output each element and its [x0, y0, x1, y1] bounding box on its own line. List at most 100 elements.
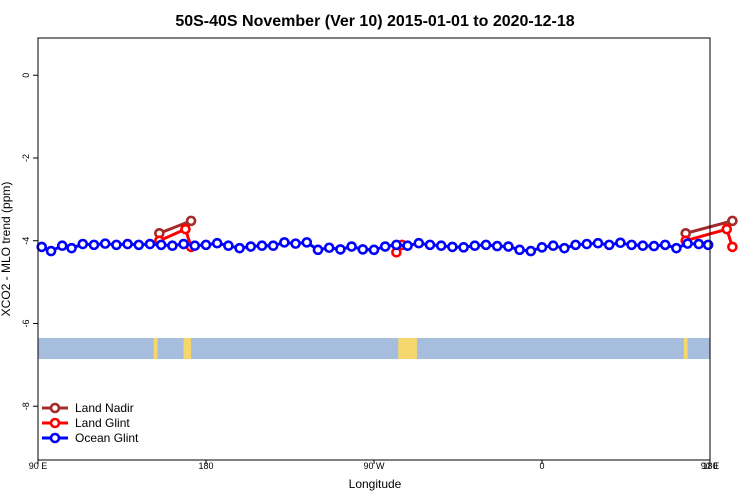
ocean-glint-point	[301, 237, 313, 248]
ocean-glint-point	[702, 239, 714, 251]
land-patch	[153, 337, 158, 360]
ocean-glint-point	[469, 240, 481, 251]
ocean-glint-point	[133, 239, 145, 251]
land-nadir-point	[727, 215, 738, 227]
x-tick-label: 0	[539, 461, 544, 471]
land-mask-band	[38, 337, 710, 360]
ocean-glint-point	[435, 240, 447, 251]
y-tick-label: -2	[21, 154, 31, 162]
ocean-glint-point	[491, 240, 503, 252]
ocean-glint-point	[514, 244, 525, 256]
x-tick-label: 180	[198, 461, 213, 471]
ocean-glint-point	[424, 239, 436, 251]
land-nadir-line	[685, 219, 733, 235]
chart-title: 50S-40S November (Ver 10) 2015-01-01 to …	[175, 13, 574, 30]
ocean-glint-point	[178, 238, 189, 250]
ocean-glint-point	[659, 239, 671, 251]
ocean-glint-point	[693, 238, 705, 250]
ocean-glint-point	[223, 240, 234, 251]
ocean-glint-point	[570, 239, 581, 251]
y-tick-label: -8	[21, 402, 31, 410]
y-tick-label: -6	[21, 319, 31, 327]
ocean-glint-point	[167, 240, 178, 251]
ocean-glint-point	[234, 242, 245, 254]
ocean-glint-point	[155, 239, 167, 251]
ocean-glint-point	[211, 237, 223, 249]
legend-label-ocean-glint: Ocean Glint	[75, 431, 139, 445]
ocean-glint-point	[144, 238, 156, 250]
ocean-glint-point	[379, 241, 391, 252]
ocean-glint-point	[122, 238, 133, 250]
ocean-glint-point	[458, 242, 469, 253]
ocean-glint-point	[36, 241, 48, 253]
land-patch	[183, 337, 192, 360]
ocean-glint-point	[200, 239, 212, 251]
y-tick-label: -4	[21, 237, 31, 245]
land-glint-point	[727, 241, 738, 253]
ocean-glint-point	[245, 241, 257, 252]
ocean-glint-point	[581, 238, 593, 250]
ocean-glint-point	[111, 239, 122, 251]
ocean-glint-point	[447, 241, 458, 253]
legend-label-land-glint: Land Glint	[75, 416, 130, 430]
land-nadir-point	[185, 215, 197, 227]
ocean-glint-point	[77, 238, 89, 250]
ocean-glint-point	[357, 244, 369, 255]
ocean-glint-point	[56, 240, 68, 251]
ocean-glint-point	[682, 238, 693, 249]
ocean-glint-point	[547, 240, 559, 251]
ocean-glint-point	[480, 239, 492, 251]
land-patch	[398, 337, 417, 360]
ocean-glint-point	[615, 237, 626, 249]
ocean-glint-point	[503, 241, 514, 252]
ocean-glint-point	[335, 244, 346, 255]
ocean-glint-point	[88, 239, 100, 251]
ocean-glint-point	[536, 242, 548, 253]
land-nadir-line	[158, 219, 192, 235]
x-axis-label: Longitude	[349, 477, 402, 491]
legend-marker-land-nadir	[49, 402, 61, 414]
y-axis-label: XCO2 - MLO trend (ppm)	[0, 182, 13, 317]
land-glint-point	[721, 223, 733, 235]
land-glint-point	[180, 223, 191, 235]
ocean-glint-point	[368, 244, 380, 256]
legend-marker-ocean-glint	[49, 432, 61, 444]
y-tick-label: 0	[21, 73, 31, 78]
ocean-glint-point	[525, 245, 537, 257]
series-layer	[36, 215, 738, 258]
ocean-glint-point	[323, 242, 335, 254]
ocean-glint-point	[66, 242, 77, 254]
ocean-glint-point	[592, 237, 604, 249]
ocean-glint-point	[671, 242, 682, 254]
ocean-glint-point	[626, 239, 637, 251]
ocean-glint-point	[402, 240, 413, 251]
y-axis: 0 -2 -4 -6 -8	[21, 73, 38, 410]
ocean-band	[38, 337, 710, 360]
ocean-glint-point	[99, 238, 111, 249]
legend-marker-land-glint	[49, 417, 61, 429]
legend-label-land-nadir: Land Nadir	[75, 401, 134, 415]
ocean-glint-point	[559, 242, 570, 254]
ocean-glint-point	[290, 238, 301, 249]
ocean-glint-point	[603, 239, 615, 251]
x-tick-label: 90 E	[701, 461, 720, 471]
ocean-glint-point	[346, 241, 357, 252]
ocean-glint-point	[267, 240, 279, 251]
ocean-glint-point	[312, 244, 324, 256]
ocean-glint-point	[45, 245, 57, 257]
plot-frame	[37, 37, 711, 461]
ocean-glint-point	[256, 240, 268, 251]
ocean-glint-point	[279, 237, 290, 248]
ocean-glint-point	[637, 240, 649, 251]
x-tick-label: 90 E	[29, 461, 48, 471]
ocean-glint-point	[413, 237, 425, 249]
ocean-glint-point	[189, 240, 201, 251]
x-tick-label: 90 W	[363, 461, 385, 471]
land-patch	[683, 337, 688, 360]
ocean-glint-point	[391, 239, 402, 251]
ocean-glint-point	[648, 240, 660, 252]
x-tick-label: 180	[702, 461, 717, 471]
